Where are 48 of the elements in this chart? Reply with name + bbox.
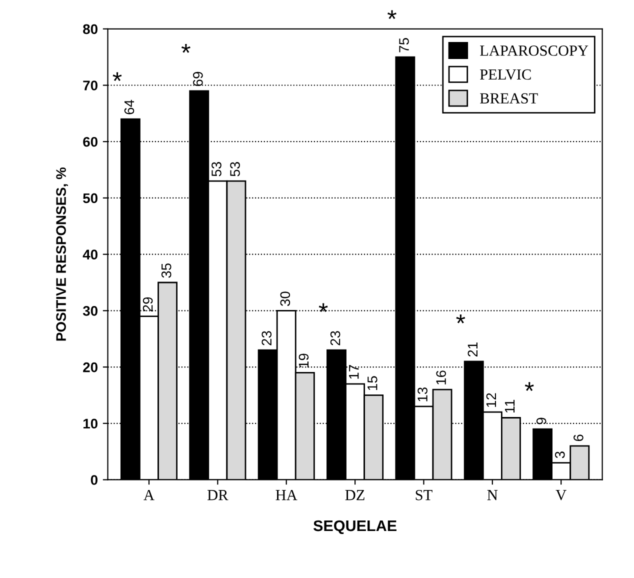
data-label: 75	[399, 38, 409, 52]
data-label: 23	[262, 331, 272, 346]
data-label: 6	[574, 434, 584, 442]
y-tick-label: 60	[83, 136, 98, 147]
x-tick-label: A	[144, 490, 154, 500]
data-label: 23	[330, 331, 340, 346]
data-label: 16	[436, 370, 446, 384]
data-label: 64	[124, 100, 134, 114]
annotation: *	[181, 44, 190, 53]
x-tick-label: ST	[416, 490, 432, 500]
x-tick-label: DZ	[345, 490, 364, 500]
text: *	[388, 10, 396, 20]
y-tick-label: 70	[83, 80, 98, 90]
data-label: 12	[486, 393, 496, 407]
data-label: 19	[298, 354, 309, 368]
y-tick-label: 50	[83, 193, 98, 204]
data-label: 29	[142, 297, 153, 312]
legend-label: PELVIC	[480, 69, 531, 80]
y-tick-label: 0	[90, 475, 98, 485]
y-tick-label: 20	[83, 362, 98, 372]
x-tick-label: V	[556, 490, 566, 500]
y-tick-label: 30	[82, 306, 98, 316]
data-label: 11	[504, 400, 515, 413]
data-label: 69	[193, 72, 203, 86]
annotation: *	[456, 314, 466, 324]
annotation: *	[524, 382, 534, 391]
y-axis-title: POSITIVE RESPONSES, %	[56, 167, 68, 341]
y-tick-label: 80	[83, 24, 98, 34]
data-label: 53	[212, 162, 222, 176]
data-label: 17	[349, 365, 359, 379]
x-tick-label: N	[487, 490, 498, 500]
data-label: 9	[536, 418, 546, 424]
legend-label: LAPAROSCOPY	[480, 46, 588, 56]
data-label: 53	[230, 162, 240, 176]
data-label: 30	[280, 292, 290, 306]
annotation: *	[112, 72, 122, 81]
x-tick-label: DR	[208, 490, 228, 500]
annotation: *	[318, 303, 328, 312]
y-tick-label: 10	[83, 418, 98, 429]
data-label: 3	[554, 452, 565, 458]
y-tick-label: 40	[82, 250, 98, 260]
x-tick-label: HA	[276, 490, 298, 500]
legend-label: BREAST	[480, 93, 538, 104]
x-axis-title: SEQUELAE	[313, 520, 396, 534]
data-label: 13	[418, 387, 428, 402]
data-label: 21	[468, 342, 478, 357]
data-label: 15	[368, 376, 378, 390]
data-label: 35	[161, 263, 172, 278]
